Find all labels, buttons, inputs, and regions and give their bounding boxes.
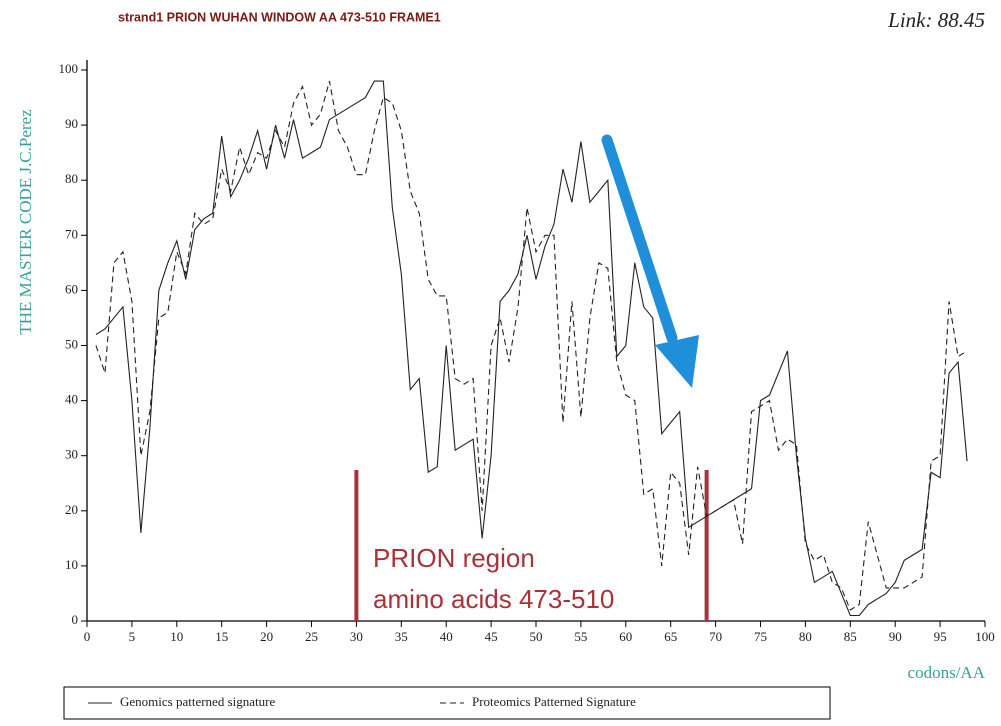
x-tick-label: 0	[84, 629, 91, 644]
y-tick-label: 60	[65, 281, 78, 296]
legend-label: Genomics patterned signature	[120, 694, 275, 709]
y-tick-label: 50	[65, 336, 78, 351]
x-tick-label: 30	[350, 629, 363, 644]
x-tick-label: 65	[664, 629, 677, 644]
x-tick-label: 25	[305, 629, 318, 644]
x-tick-label: 40	[440, 629, 453, 644]
x-axis-label: codons/AA	[908, 663, 986, 682]
link-label: Link: 88.45	[887, 8, 985, 32]
x-tick-label: 85	[844, 629, 857, 644]
x-tick-label: 45	[485, 629, 498, 644]
legend-label: Proteomics Patterned Signature	[472, 694, 636, 709]
x-tick-label: 60	[619, 629, 632, 644]
legend-box	[63, 686, 831, 720]
y-tick-label: 80	[65, 171, 78, 186]
x-tick-label: 50	[530, 629, 543, 644]
x-tick-label: 35	[395, 629, 408, 644]
x-tick-label: 80	[799, 629, 812, 644]
x-tick-label: 5	[129, 629, 136, 644]
y-tick-label: 30	[65, 447, 78, 462]
arrow	[601, 134, 699, 388]
y-tick-label: 100	[59, 61, 79, 76]
x-tick-label: 70	[709, 629, 722, 644]
y-tick-label: 70	[65, 226, 78, 241]
y-tick-label: 40	[65, 392, 78, 407]
y-tick-label: 10	[65, 557, 78, 572]
y-tick-label: 0	[72, 612, 79, 627]
annotation: amino acids 473-510	[373, 584, 614, 614]
x-tick-label: 55	[574, 629, 587, 644]
x-tick-label: 10	[170, 629, 183, 644]
x-tick-label: 100	[975, 629, 995, 644]
x-tick-label: 75	[754, 629, 767, 644]
x-tick-label: 95	[934, 629, 947, 644]
x-tick-label: 90	[889, 629, 902, 644]
y-tick-label: 90	[65, 116, 78, 131]
y-axis-label: THE MASTER CODE J.C.Perez	[16, 109, 35, 335]
annotation: PRION region	[373, 543, 535, 573]
series-line	[95, 80, 968, 611]
chart-title: strand1 PRION WUHAN WINDOW AA 473-510 FR…	[118, 10, 441, 24]
x-tick-label: 15	[215, 629, 228, 644]
x-tick-label: 20	[260, 629, 273, 644]
y-tick-label: 20	[65, 502, 78, 517]
series-line	[95, 80, 968, 617]
